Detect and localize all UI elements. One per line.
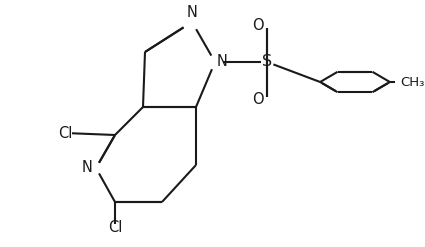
Text: O: O bbox=[252, 92, 264, 107]
Text: Cl: Cl bbox=[108, 220, 122, 234]
Text: S: S bbox=[262, 55, 272, 69]
Text: CH₃: CH₃ bbox=[400, 76, 425, 88]
Text: Cl: Cl bbox=[58, 125, 72, 141]
Text: N: N bbox=[187, 4, 198, 20]
Text: N: N bbox=[82, 161, 93, 176]
Text: N: N bbox=[217, 55, 227, 69]
Text: O: O bbox=[252, 18, 264, 33]
